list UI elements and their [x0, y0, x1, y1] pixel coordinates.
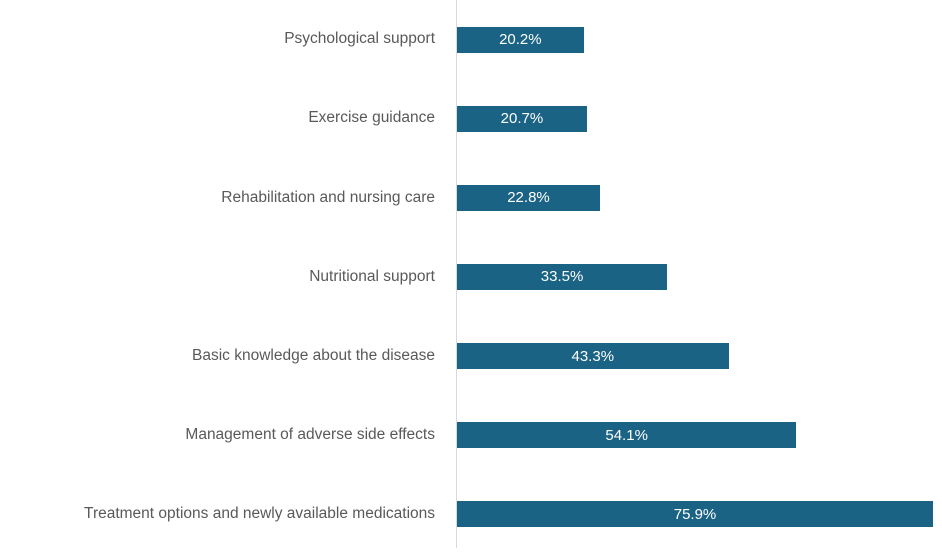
- bar-row: Psychological support 20.2%: [0, 0, 942, 79]
- category-label: Treatment options and newly available me…: [84, 505, 435, 523]
- bar: 33.5%: [457, 263, 668, 290]
- bar: 22.8%: [457, 184, 600, 211]
- category-label: Basic knowledge about the disease: [192, 346, 435, 364]
- bar-row: Basic knowledge about the disease 43.3%: [0, 317, 942, 396]
- bar: 43.3%: [457, 343, 729, 370]
- bar-area: 22.8%: [446, 158, 942, 237]
- category-label: Exercise guidance: [308, 109, 435, 127]
- bar-area: 33.5%: [446, 237, 942, 316]
- category-label: Psychological support: [284, 30, 435, 48]
- y-axis-line: [456, 0, 457, 548]
- bar-area: 54.1%: [446, 396, 942, 475]
- category-label: Management of adverse side effects: [185, 425, 435, 443]
- value-label: 33.5%: [540, 268, 584, 286]
- value-label: 22.8%: [507, 189, 550, 207]
- category-label: Rehabilitation and nursing care: [221, 188, 435, 206]
- value-label: 54.1%: [605, 426, 648, 444]
- bar: 20.2%: [457, 26, 584, 53]
- value-label: 20.2%: [499, 31, 542, 49]
- category-label: Nutritional support: [309, 267, 435, 285]
- bar-area: 20.7%: [446, 79, 942, 158]
- bar-row: Exercise guidance 20.7%: [0, 79, 942, 158]
- bar: 75.9%: [457, 501, 934, 528]
- bar-area: 43.3%: [446, 317, 942, 396]
- bar-row: Rehabilitation and nursing care 22.8%: [0, 158, 942, 237]
- value-label: 20.7%: [500, 110, 544, 128]
- value-label: 75.9%: [673, 505, 717, 523]
- bar-area: 75.9%: [446, 475, 942, 554]
- bar: 20.7%: [457, 105, 587, 132]
- bar-row: Management of adverse side effects 54.1%: [0, 396, 942, 475]
- value-label: 43.3%: [571, 347, 615, 365]
- bar-area: 20.2%: [446, 0, 942, 79]
- bar-row: Treatment options and newly available me…: [0, 475, 942, 554]
- bar: 54.1%: [457, 422, 797, 449]
- bar-row: Nutritional support 33.5%: [0, 237, 942, 316]
